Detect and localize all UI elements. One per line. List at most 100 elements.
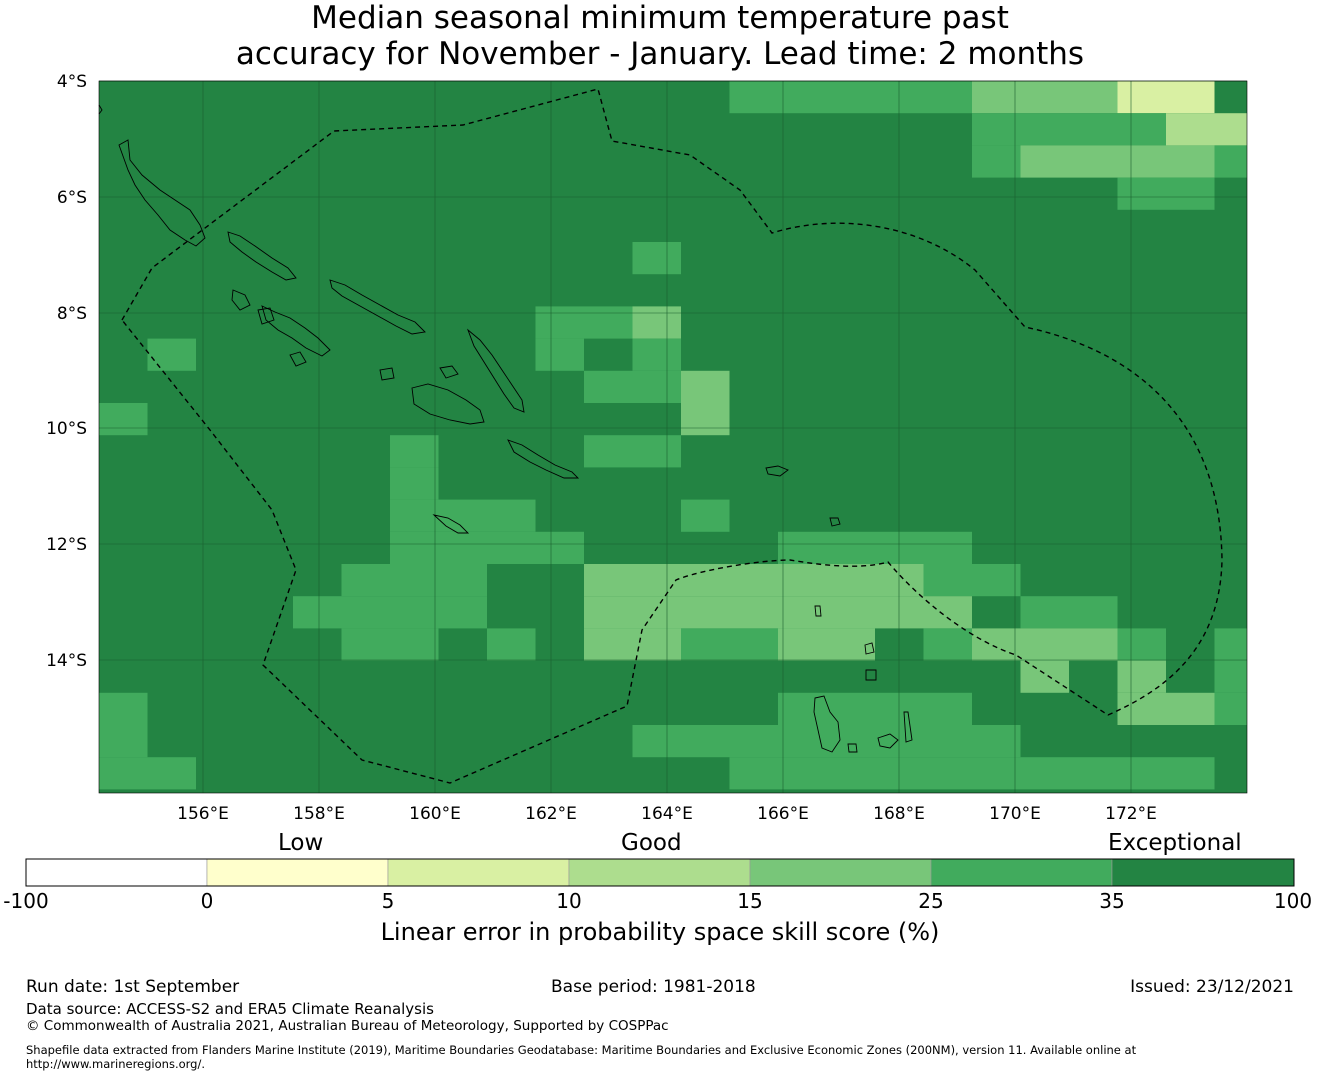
skill-score-cell bbox=[778, 757, 827, 790]
skill-score-cell bbox=[1069, 81, 1118, 114]
map-frame bbox=[98, 80, 1248, 794]
island-kolombangara bbox=[257, 307, 275, 325]
colorbar-category-good: Good bbox=[621, 830, 682, 856]
island-makira bbox=[507, 439, 580, 479]
colorbar-segment bbox=[568, 858, 751, 887]
skill-score-cell bbox=[341, 596, 390, 629]
skill-score-cell bbox=[1214, 113, 1247, 146]
lon-label: 166°E bbox=[757, 804, 809, 824]
skill-score-cell bbox=[438, 564, 487, 597]
skill-score-cell bbox=[632, 435, 681, 468]
island-santa-isabel bbox=[329, 279, 426, 335]
data-source: Data source: ACCESS-S2 and ERA5 Climate … bbox=[26, 1000, 434, 1018]
skill-score-cell bbox=[1166, 145, 1215, 178]
skill-score-cell bbox=[778, 596, 827, 629]
skill-score-cell bbox=[923, 596, 972, 629]
gridlines bbox=[99, 80, 1247, 793]
skill-score-cell bbox=[632, 725, 681, 758]
skill-score-cell bbox=[681, 403, 730, 436]
lat-label: 6°S bbox=[57, 188, 87, 208]
skill-score-cell bbox=[99, 403, 148, 436]
map-title-line-1: Median seasonal minimum temperature past bbox=[311, 0, 1009, 36]
copyright: © Commonwealth of Australia 2021, Austra… bbox=[26, 1018, 669, 1034]
colorbar-tick: 25 bbox=[918, 889, 944, 913]
skill-score-cell bbox=[632, 370, 681, 403]
skill-score-cell bbox=[972, 564, 1021, 597]
skill-score-cell bbox=[729, 81, 778, 114]
lon-label: 158°E bbox=[293, 804, 345, 824]
skill-score-cell bbox=[584, 564, 633, 597]
skill-score-cell bbox=[584, 628, 633, 661]
island-ambae bbox=[847, 743, 858, 753]
map-title-line-2: accuracy for November - January. Lead ti… bbox=[235, 36, 1085, 72]
lat-label: 12°S bbox=[46, 535, 87, 555]
colorbar-label: Linear error in probability space skill … bbox=[380, 918, 940, 946]
skill-score-cell bbox=[826, 692, 875, 725]
skill-score-cell bbox=[1020, 81, 1069, 114]
skill-score-cell bbox=[681, 628, 730, 661]
island-malekula bbox=[877, 733, 899, 749]
colorbar-segment bbox=[930, 858, 1113, 887]
skill-score-cell bbox=[632, 338, 681, 371]
skill-score-cell bbox=[1117, 628, 1166, 661]
island-florida bbox=[439, 365, 459, 379]
skill-score-cell bbox=[487, 628, 536, 661]
skill-score-cell bbox=[99, 757, 148, 790]
skill-score-cell bbox=[972, 81, 1021, 114]
skill-score-cell bbox=[1117, 660, 1166, 693]
skill-score-cell bbox=[826, 596, 875, 629]
skill-score-cell bbox=[341, 628, 390, 661]
skill-score-cell bbox=[681, 564, 730, 597]
skill-score-cell bbox=[1020, 113, 1069, 146]
island-pentecost bbox=[903, 711, 913, 743]
colorbar-tick: 35 bbox=[1099, 889, 1125, 913]
island-bougainville bbox=[118, 139, 206, 247]
skill-score-cell bbox=[632, 242, 681, 275]
skill-score-cell bbox=[923, 531, 972, 564]
lat-label: 14°S bbox=[46, 651, 87, 671]
eez-boundary bbox=[121, 88, 1223, 784]
island-rendova bbox=[289, 351, 307, 367]
skill-score-cells bbox=[99, 81, 1247, 790]
colorbar-tick: 5 bbox=[381, 889, 395, 913]
skill-score-cell bbox=[681, 596, 730, 629]
skill-score-cell bbox=[1020, 596, 1069, 629]
skill-score-cell bbox=[1214, 145, 1247, 178]
lon-label: 164°E bbox=[641, 804, 693, 824]
skill-score-cell bbox=[390, 628, 439, 661]
skill-score-cell bbox=[293, 596, 342, 629]
skill-score-cell bbox=[390, 564, 439, 597]
skill-score-cell bbox=[826, 564, 875, 597]
island-new-georgia bbox=[261, 305, 331, 357]
colorbar-frame bbox=[25, 858, 1295, 887]
skill-score-cell bbox=[1166, 757, 1215, 790]
skill-score-cell bbox=[632, 564, 681, 597]
skill-score-cell bbox=[923, 692, 972, 725]
skill-score-cell bbox=[681, 499, 730, 532]
colorbar bbox=[25, 858, 1295, 887]
map-area bbox=[98, 80, 1248, 794]
skill-score-cell bbox=[1214, 692, 1247, 725]
island-banks bbox=[864, 642, 875, 655]
skill-score-cell bbox=[729, 757, 778, 790]
skill-score-cell bbox=[390, 499, 439, 532]
skill-score-cell bbox=[778, 531, 827, 564]
skill-score-cell bbox=[1069, 145, 1118, 178]
lon-label: 156°E bbox=[177, 804, 229, 824]
skill-score-cell bbox=[729, 628, 778, 661]
skill-score-cell bbox=[438, 531, 487, 564]
skill-score-cell bbox=[1020, 757, 1069, 790]
skill-score-cell bbox=[923, 81, 972, 114]
lon-label: 172°E bbox=[1105, 804, 1157, 824]
colorbar-tick: 15 bbox=[737, 889, 763, 913]
skill-score-cell bbox=[729, 725, 778, 758]
skill-score-cell bbox=[1020, 628, 1069, 661]
skill-score-cell bbox=[487, 499, 536, 532]
skill-score-cell bbox=[147, 757, 196, 790]
skill-score-cell bbox=[1166, 692, 1215, 725]
skill-score-cell bbox=[1166, 177, 1215, 210]
lat-label: 8°S bbox=[57, 304, 87, 324]
skill-score-cell bbox=[778, 628, 827, 661]
skill-score-cell bbox=[535, 306, 584, 339]
